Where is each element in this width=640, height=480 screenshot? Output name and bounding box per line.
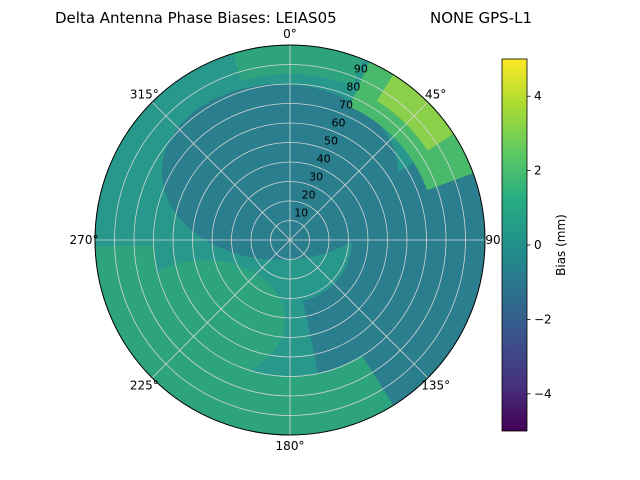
radial-tick-label: 20 xyxy=(302,188,316,201)
angular-tick-labels: 0° 45° 90° 135° 180° 225° 270° 315° xyxy=(70,27,507,453)
grid-spoke xyxy=(289,101,429,241)
polar-grid xyxy=(95,45,485,435)
radial-tick-label: 90 xyxy=(354,62,368,75)
radial-tick-label: 70 xyxy=(339,98,353,111)
angular-tick-label: 0° xyxy=(283,27,297,41)
radial-tick-label: 50 xyxy=(324,134,338,147)
radial-tick-label: 40 xyxy=(317,152,331,165)
grid-spoke xyxy=(151,101,291,241)
chart-title-left: Delta Antenna Phase Biases: LEIAS05 xyxy=(55,9,337,27)
chart-title-right: NONE GPS-L1 xyxy=(430,9,532,27)
contour-region-depression-right xyxy=(302,136,485,431)
angular-tick-label: 270° xyxy=(70,233,99,247)
colorbar-tick-label: −4 xyxy=(534,387,552,401)
colorbar-tick-label: 0 xyxy=(534,238,542,252)
radial-tick-label: 30 xyxy=(309,170,323,183)
contour-region-hotspot-core xyxy=(376,74,454,151)
contour-region-depression-core xyxy=(162,84,398,260)
angular-tick-label: 315° xyxy=(130,87,159,101)
colorbar-gradient xyxy=(501,58,528,432)
angular-tick-label: 45° xyxy=(425,87,446,101)
radial-tick-label: 60 xyxy=(332,116,346,129)
colorbar: 4 2 0 −2 −4 Bias (mm) xyxy=(501,58,568,432)
colorbar-tick-label: 4 xyxy=(534,89,542,103)
radial-tick-labels: 10 20 30 40 50 60 70 80 90 xyxy=(294,62,368,219)
radial-tick-label: 80 xyxy=(346,80,360,93)
contour-region-enhanced-top xyxy=(232,45,364,87)
contour-region-enhanced-bottom xyxy=(95,244,394,435)
angular-tick-label: 180° xyxy=(276,439,305,453)
angular-tick-label: 90° xyxy=(485,233,506,247)
grid-spoke xyxy=(151,239,291,379)
angular-tick-label: 135° xyxy=(421,379,450,393)
polar-boundary xyxy=(94,44,486,436)
radial-tick-label: 10 xyxy=(294,206,308,219)
colorbar-tick-label: 2 xyxy=(534,164,542,178)
grid-spoke xyxy=(289,239,429,379)
angular-tick-label: 225° xyxy=(130,379,159,393)
colorbar-axis-label: Bias (mm) xyxy=(554,214,568,276)
colorbar-tick-label: −2 xyxy=(534,312,552,326)
